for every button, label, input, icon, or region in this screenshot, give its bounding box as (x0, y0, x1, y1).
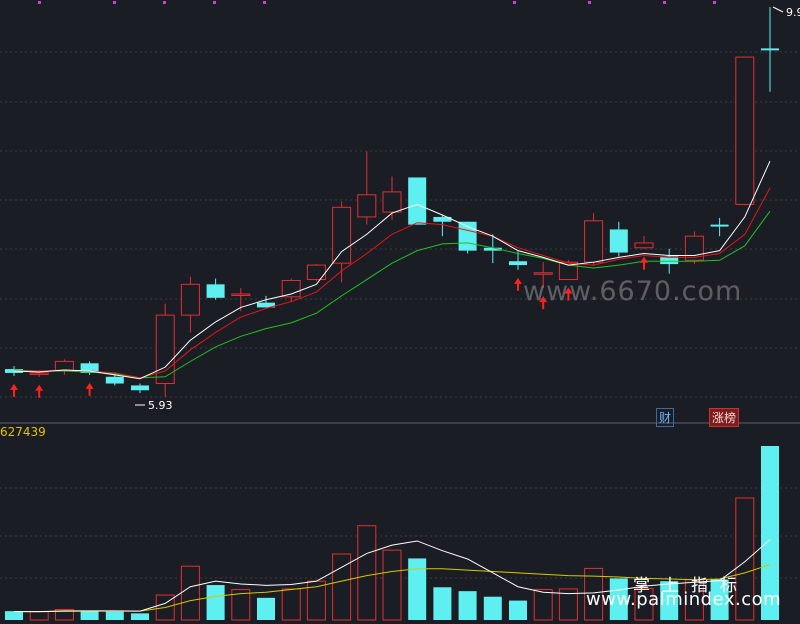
candle-body (180, 283, 200, 316)
watermark-site: www.6670.com (523, 276, 743, 307)
signal-arrow-head (564, 287, 573, 294)
high-label: 9.98 (786, 6, 800, 19)
candle-body (357, 194, 377, 218)
volume-bar (660, 581, 679, 620)
volume-bar (533, 588, 553, 621)
volume-bar (634, 587, 654, 621)
low-label: 5.93 (148, 399, 173, 412)
candle-body (735, 56, 755, 205)
volume-bar (483, 596, 502, 620)
candle-body (433, 216, 452, 222)
volume-bar (458, 591, 477, 620)
candle-body (206, 284, 225, 298)
candle-body (257, 302, 275, 308)
volume-bar (80, 610, 99, 620)
high-pointer (772, 6, 784, 13)
candle-body (609, 229, 628, 253)
candle-body (584, 220, 604, 263)
volume-bar (5, 611, 23, 620)
candle-body (558, 261, 578, 281)
candle-body (105, 376, 124, 384)
candle-body (332, 206, 352, 264)
volume-bar (357, 525, 377, 621)
ma-line-2 (14, 187, 771, 379)
signal-arrow-head (640, 256, 648, 263)
watermark-site2: www.palmindex.com (586, 589, 782, 610)
candle-body (306, 264, 326, 281)
volume-value: 627439 (0, 425, 46, 439)
top-marker (113, 1, 116, 4)
candle-body (483, 247, 502, 251)
candle-body (80, 363, 99, 373)
signal-arrow-head (514, 277, 522, 284)
volume-bar (382, 549, 402, 621)
candle-body (231, 293, 251, 296)
volume-bar (761, 446, 779, 620)
candle-body (634, 242, 654, 249)
top-marker (213, 1, 216, 4)
candle-body (29, 372, 49, 375)
top-marker (513, 1, 516, 4)
signal-arrow-head (35, 384, 44, 391)
candle-body (761, 48, 779, 51)
volume-bar (584, 567, 604, 621)
candle-body (509, 261, 527, 266)
volume-bar (735, 497, 755, 621)
volume-bar (180, 565, 200, 621)
volume-bar (408, 558, 427, 620)
candle-body (382, 191, 402, 213)
finance-tag[interactable]: 财 (656, 408, 675, 427)
volume-bar (257, 597, 275, 620)
volume-bar (29, 611, 49, 621)
signal-arrow-head (85, 382, 94, 389)
volume-bar (54, 608, 74, 621)
ma-line-1 (13, 160, 771, 380)
signal-arrow-head (10, 383, 18, 390)
top-marker (713, 1, 716, 4)
top-marker (163, 1, 166, 4)
volume-bar (105, 611, 124, 620)
top-marker (588, 1, 591, 4)
candle-body (408, 177, 427, 225)
volume-bar (710, 579, 729, 620)
signal-arrow-head (539, 296, 548, 303)
candle-body (155, 314, 175, 385)
candle-body (533, 272, 553, 275)
volume-bar (609, 578, 628, 620)
volume-bar (509, 600, 527, 620)
volume-bar (332, 553, 352, 621)
volume-bar (558, 588, 578, 621)
watermark-cn: 掌上指标 (633, 576, 749, 596)
volume-bar (231, 588, 251, 621)
top-marker (263, 1, 266, 4)
volume-bar (433, 587, 452, 620)
limit-up-tag[interactable]: 涨榜 (709, 408, 740, 427)
top-marker (38, 1, 41, 4)
candle-body (710, 224, 729, 227)
volume-ma-1 (14, 539, 771, 613)
candle-body (131, 385, 149, 391)
volume-bar (131, 613, 149, 620)
volume-bar (206, 585, 225, 620)
candle-body (660, 256, 679, 265)
volume-bar (281, 588, 301, 621)
top-marker (663, 1, 666, 4)
